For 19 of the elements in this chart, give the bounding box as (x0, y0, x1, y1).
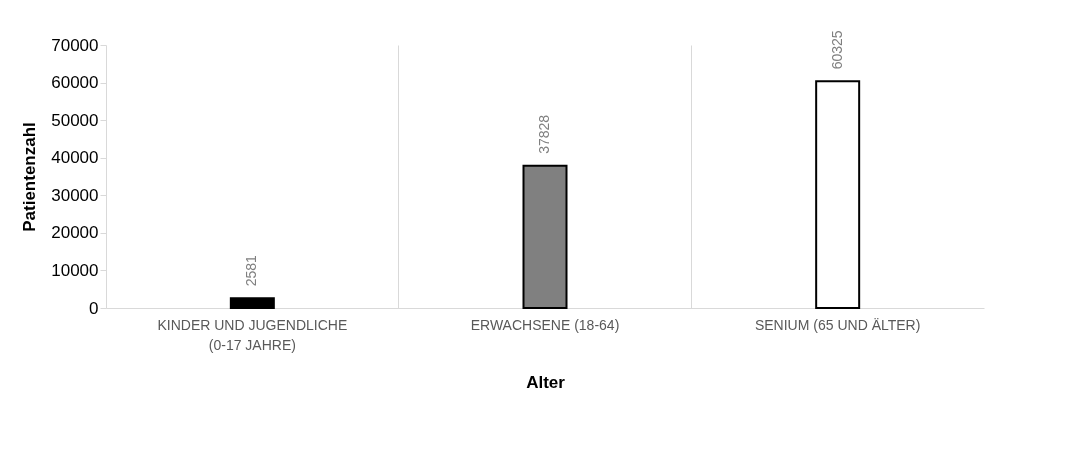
y-tick-label: 40000 (51, 148, 99, 168)
data-label: 60325 (828, 30, 845, 70)
x-tick-label: SENIUM (65 UND ÄLTER) (754, 316, 921, 333)
y-tick-label: 20000 (51, 223, 99, 243)
bar (815, 80, 861, 309)
bar (229, 297, 275, 309)
data-label: 37828 (536, 114, 552, 154)
x-axis-title: Alter (526, 372, 566, 392)
y-tick-label: 70000 (51, 35, 99, 55)
x-tick-label: KINDER UND JUGENDLICHE (0-17 JAHRE) (157, 316, 348, 353)
y-tick-label: 60000 (51, 73, 99, 93)
y-tick-label: 50000 (51, 110, 99, 130)
x-tick-label: ERWACHSENE (18-64) (470, 316, 620, 333)
y-tick-label: 10000 (51, 260, 99, 280)
data-label: 2581 (243, 254, 260, 287)
y-tick-label: 30000 (51, 185, 99, 205)
y-axis-title: Patientenzahl (20, 122, 40, 232)
y-tick-label: 0 (89, 298, 99, 318)
bar (522, 164, 568, 309)
